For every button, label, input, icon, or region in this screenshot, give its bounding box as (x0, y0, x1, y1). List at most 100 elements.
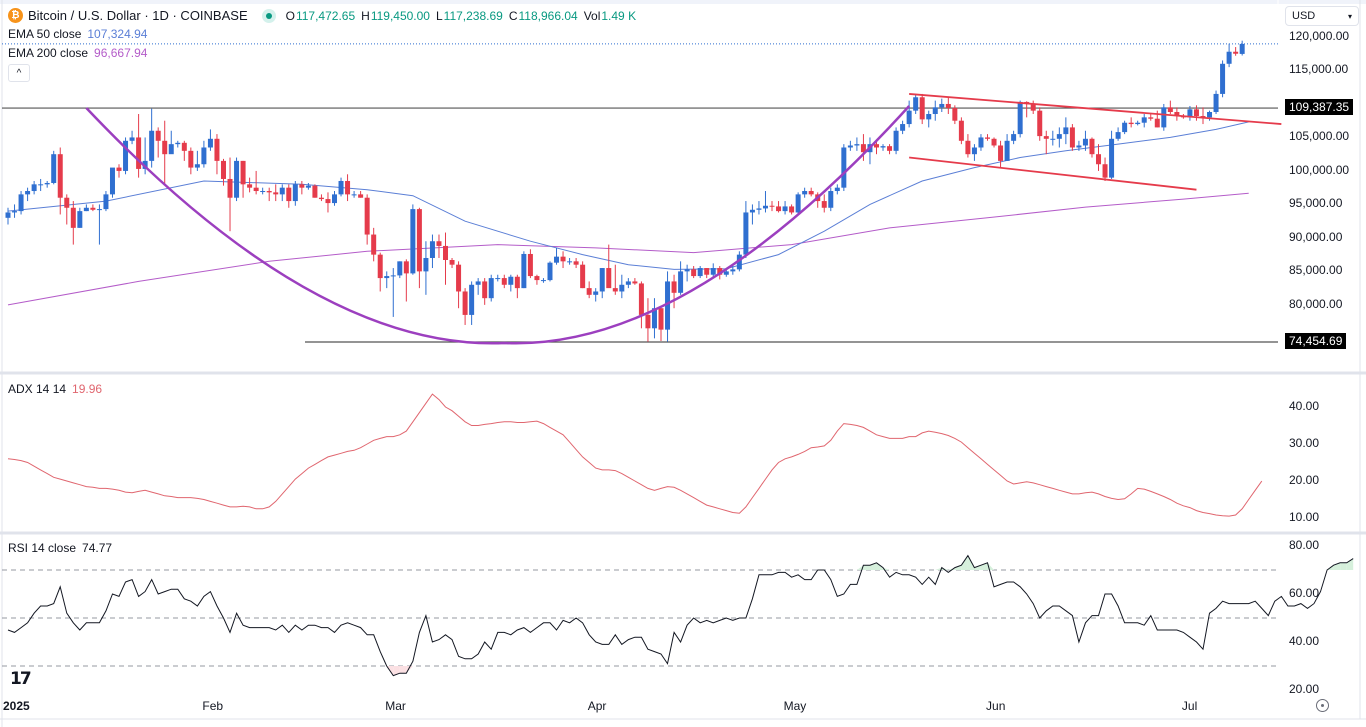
candle-body (834, 187, 840, 192)
tradingview-logo[interactable]: 17 (10, 669, 32, 689)
candle-body (181, 142, 187, 151)
candle-body (1076, 145, 1082, 148)
candle (136, 114, 142, 178)
ema50-legend[interactable]: EMA 50 close 107,324.94 (8, 27, 147, 41)
candle (1017, 100, 1023, 138)
candle-body (847, 145, 853, 148)
candle-body (527, 253, 533, 277)
candle-body (567, 261, 573, 263)
candle-body (913, 97, 919, 111)
candle-body (364, 197, 370, 235)
candle (214, 134, 220, 175)
candle (423, 241, 429, 295)
candle (443, 232, 449, 285)
candle-body (1239, 43, 1245, 54)
candle (567, 257, 573, 265)
collapse-legend-button[interactable]: ^ (8, 64, 30, 82)
candle-body (684, 269, 690, 272)
candle-body (416, 209, 422, 272)
candle-body (162, 140, 168, 155)
channel-lower-line[interactable] (909, 156, 1197, 191)
candle-body (998, 145, 1004, 161)
symbol-title[interactable]: Bitcoin / U.S. Dollar · 1D · COINBASE (28, 8, 248, 23)
candle (25, 187, 31, 202)
candle-body (456, 264, 462, 292)
candle (645, 298, 651, 342)
candle-body (1226, 51, 1232, 64)
channel-upper-line[interactable] (909, 93, 1282, 125)
candle-body (1063, 127, 1069, 135)
candle (305, 182, 311, 190)
candle-body (44, 182, 50, 185)
candle (887, 144, 893, 155)
time-tick-label: Jun (986, 699, 1006, 713)
candle-body (854, 144, 860, 146)
adx-legend[interactable]: ADX 14 14 19.96 (8, 382, 102, 396)
candle (841, 144, 847, 192)
candle (900, 120, 906, 135)
settings-icon[interactable] (1316, 699, 1329, 712)
candle-body (573, 261, 579, 265)
candle-body (828, 191, 834, 208)
candle (475, 278, 481, 295)
candle (906, 100, 912, 128)
candle-body (397, 261, 403, 276)
candle-body (338, 180, 344, 195)
candle (469, 281, 475, 325)
candle-body (808, 191, 814, 195)
candle (181, 140, 187, 161)
bitcoin-icon: ₿ (8, 8, 23, 23)
candle (1141, 114, 1147, 128)
time-tick-label: Apr (587, 699, 607, 713)
candle (325, 192, 331, 213)
candle-body (1141, 117, 1147, 123)
candle (743, 201, 749, 258)
rsi-legend[interactable]: RSI 14 close 74.77 (8, 541, 112, 555)
candle (384, 271, 390, 289)
currency-select[interactable]: USD ▾ (1285, 6, 1359, 26)
candle-body (547, 262, 553, 281)
candle (1115, 127, 1121, 141)
candle (547, 261, 553, 282)
price-tick-label: 80,000.00 (1289, 296, 1343, 311)
candle (292, 180, 298, 206)
candle-body (560, 256, 566, 262)
candle (1102, 157, 1108, 181)
candle (332, 191, 337, 206)
candle (508, 274, 514, 292)
candle-body (1102, 164, 1108, 178)
candle (1135, 120, 1141, 126)
candle (403, 259, 409, 302)
candle-body (410, 209, 416, 274)
candle (253, 170, 259, 195)
candle (521, 251, 527, 289)
candle (90, 204, 96, 212)
cup-pattern-curve[interactable] (85, 105, 911, 345)
candle (38, 178, 44, 192)
candle-body (625, 281, 631, 285)
candle (932, 100, 938, 121)
candle (534, 274, 540, 285)
candle-body (305, 185, 311, 188)
resistance-level-tag: 109,387.35 (1285, 99, 1354, 115)
candle-body (534, 276, 540, 281)
ema200-legend[interactable]: EMA 200 close 96,667.94 (8, 46, 147, 60)
candle-body (488, 278, 494, 299)
rsi-oversold-fill (393, 666, 400, 676)
candle (18, 191, 24, 215)
candle-body (887, 146, 893, 151)
candle (436, 234, 442, 258)
rsi-overbought-fill (980, 562, 988, 570)
candle-body (762, 205, 768, 209)
candle (83, 204, 89, 212)
candle (260, 187, 266, 195)
candle-body (645, 314, 651, 329)
candle-body (351, 194, 357, 196)
candle (488, 274, 494, 302)
candle (802, 187, 808, 198)
ema50-label: EMA 50 close (8, 27, 82, 41)
ohlc-open: O117,472.65 (285, 8, 356, 23)
candle-body (57, 154, 63, 198)
rsi-overbought-fill (863, 565, 870, 570)
